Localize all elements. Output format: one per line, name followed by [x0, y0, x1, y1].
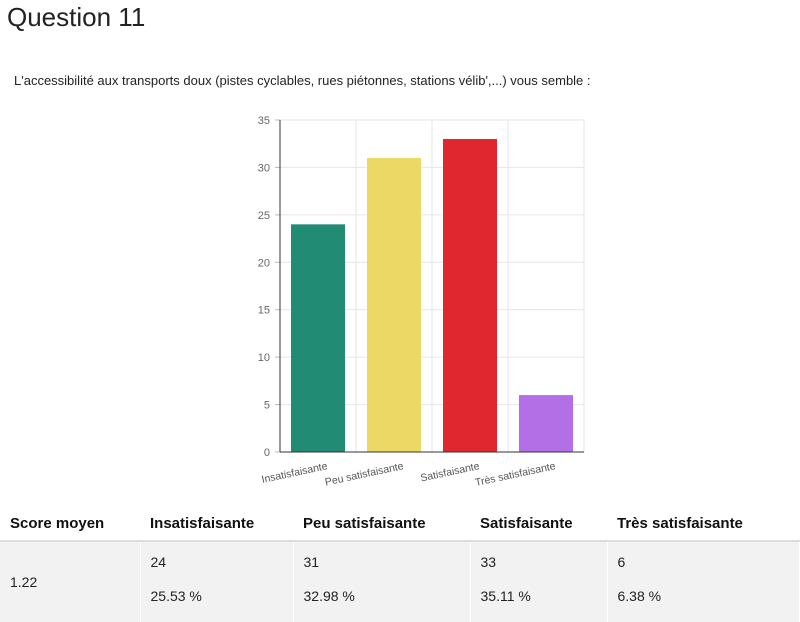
bar-4 — [519, 395, 573, 452]
score-value: 1.22 — [0, 541, 141, 622]
cell-satisfaisante: 33 35.11 % — [470, 541, 608, 622]
cell-peu-satisfaisante: 31 32.98 % — [293, 541, 471, 622]
bar-3 — [443, 138, 497, 452]
chart-bars — [291, 138, 573, 452]
table-header-row: Score moyen Insatisfaisante Peu satisfai… — [0, 506, 800, 542]
score-table: Score moyen Insatisfaisante Peu satisfai… — [0, 506, 800, 622]
header-tres-satisfaisante: Très satisfaisante — [607, 506, 800, 542]
y-tick-label: 10 — [258, 352, 270, 364]
y-tick-label: 0 — [264, 447, 270, 459]
cell-tres-satisfaisante: 6 6.38 % — [607, 541, 800, 622]
percent-value: 35.11 % — [480, 588, 531, 604]
percent-value: 25.53 % — [150, 588, 202, 604]
count-value: 6 — [617, 554, 626, 570]
y-tick-label: 15 — [258, 305, 270, 317]
y-tick-label: 30 — [258, 162, 270, 174]
bar-2 — [367, 157, 421, 452]
count-value: 33 — [480, 554, 497, 570]
count-value: 24 — [150, 554, 167, 570]
cell-insatisfaisante: 24 25.53 % — [140, 541, 294, 622]
header-insatisfaisante: Insatisfaisante — [140, 506, 293, 542]
y-tick-label: 25 — [258, 210, 270, 222]
percent-value: 6.38 % — [617, 588, 662, 604]
chart-axis — [279, 120, 584, 453]
bar-1 — [291, 224, 345, 452]
x-category-label: Très satisfaisante — [474, 460, 557, 489]
header-peu-satisfaisante: Peu satisfaisante — [293, 506, 470, 542]
header-satisfaisante: Satisfaisante — [470, 506, 607, 542]
page-title: Question 11 — [7, 2, 146, 32]
y-tick-label: 5 — [264, 400, 270, 412]
x-category-label: Satisfaisante — [419, 460, 480, 484]
y-tick-label: 35 — [258, 115, 270, 127]
header-score: Score moyen — [0, 506, 140, 542]
x-category-label: Insatisfaisante — [260, 460, 328, 486]
table-row: 1.22 24 25.53 % 31 32.98 % 33 35.11 % 6 … — [0, 541, 800, 622]
y-tick-labels: 0 5 10 15 20 25 30 35 — [258, 115, 270, 459]
x-category-label: Peu satisfaisante — [324, 460, 405, 488]
question-text: L'accessibilité aux transports doux (pis… — [14, 73, 591, 88]
count-value: 31 — [303, 554, 320, 570]
y-tick-label: 20 — [258, 257, 270, 269]
percent-value: 32.98 % — [303, 588, 355, 604]
